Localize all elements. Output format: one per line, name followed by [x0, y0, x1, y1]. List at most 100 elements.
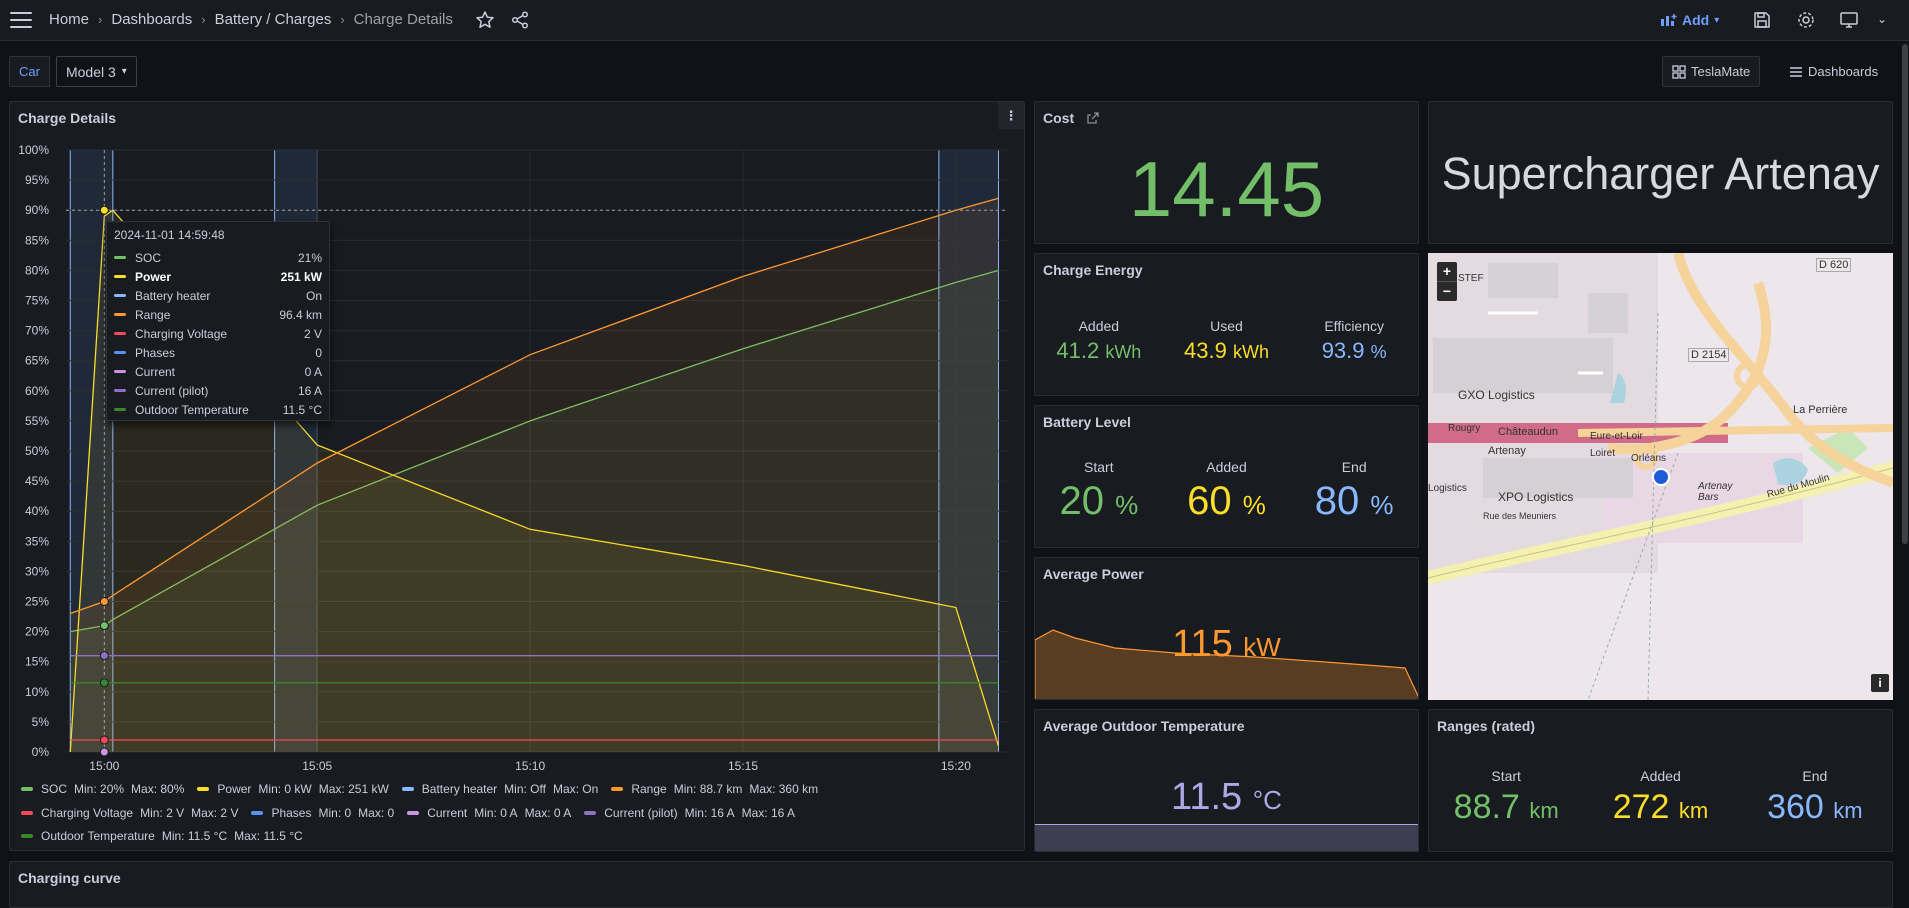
tooltip-series-name: SOC [135, 250, 162, 265]
teslamate-link[interactable]: TeslaMate [1662, 56, 1761, 87]
average-power-panel: Average Power 115 kW [1034, 557, 1419, 700]
series-swatch [114, 313, 126, 316]
energy-added-value: 41.2 [1056, 338, 1100, 363]
star-icon[interactable] [475, 10, 495, 30]
hover-point [99, 678, 109, 688]
legend-item[interactable]: Power Min: 0 kW Max: 251 kW [197, 782, 389, 796]
tooltip-series-value: 96.4 km [279, 307, 322, 322]
battery-start-value: 20 [1059, 479, 1104, 523]
y-tick-label: 20% [25, 625, 49, 639]
stat-label: Added [1206, 459, 1247, 475]
legend-max: Max: 80% [131, 782, 185, 796]
stat-label: Used [1210, 318, 1243, 334]
legend-item[interactable]: SOC Min: 20% Max: 80% [21, 782, 184, 796]
map-label: D 620 [1816, 258, 1852, 272]
legend-min: Min: 0 kW [258, 782, 312, 796]
tooltip-series-value: 11.5 °C [282, 402, 322, 417]
location-map[interactable]: + − i D 620 STEF D 2154 GXO Logistics Ro… [1428, 253, 1893, 700]
legend-item[interactable]: Range Min: 88.7 km Max: 360 km [611, 782, 818, 796]
energy-used-value: 43.9 [1184, 338, 1227, 363]
legend-swatch [251, 811, 264, 815]
series-swatch [114, 370, 126, 373]
external-link-icon[interactable] [1086, 111, 1100, 125]
legend-min: Min: 20% [74, 782, 125, 796]
legend-item[interactable]: Charging Voltage Min: 2 V Max: 2 V [21, 806, 238, 820]
legend-series-name: Current (pilot) [604, 806, 678, 820]
tooltip-row: Phases 0 [114, 343, 322, 362]
y-tick-label: 60% [25, 384, 49, 398]
charging-curve-panel: Charging curve [9, 861, 1893, 908]
series-swatch [114, 256, 126, 259]
scrollbar-thumb[interactable] [1902, 44, 1908, 544]
stat-label: Start [1491, 768, 1521, 784]
legend-item[interactable]: Phases Min: 0 Max: 0 [251, 806, 394, 820]
legend-max: Max: 11.5 °C [234, 829, 303, 843]
map-label: Orléans [1631, 453, 1667, 464]
car-variable-value: Model 3 [65, 63, 116, 80]
stat-label: Added [1078, 318, 1120, 334]
y-tick-label: 70% [25, 324, 49, 338]
zoom-in-button[interactable]: + [1442, 263, 1452, 279]
y-tick-label: 10% [25, 685, 49, 699]
charge-details-chart[interactable]: 0% 5% 10% 15% 20% 25% 30% 35% 40% 45% 50% 55% 60% 65%… [0, 0, 1030, 780]
list-icon [1790, 66, 1802, 77]
zoom-out-button[interactable]: − [1437, 281, 1457, 301]
chart-legend-row-1: SOC Min: 20% Max: 80% Power Min: 0 kW Max: 25… [21, 780, 831, 796]
share-icon[interactable] [510, 10, 530, 30]
top-navbar: Home › Dashboards › Battery / Charges › … [0, 0, 1909, 41]
add-panel-icon [1661, 14, 1677, 26]
legend-swatch [407, 811, 420, 815]
stat-label: Start [1084, 459, 1114, 475]
menu-icon[interactable] [10, 12, 32, 28]
legend-item[interactable]: Battery heater Min: Off Max: On [401, 782, 598, 796]
legend-series-name: Outdoor Temperature [41, 829, 155, 843]
series-area [70, 210, 999, 752]
breadcrumb: Home › Dashboards › Battery / Charges › … [49, 11, 453, 28]
x-tick-label: 15:20 [941, 759, 971, 773]
breadcrumb-dashboards[interactable]: Dashboards [111, 11, 193, 28]
add-button[interactable]: Add ▾ [1660, 9, 1719, 31]
dashboards-link[interactable]: Dashboards [1780, 56, 1887, 87]
breadcrumb-home[interactable]: Home [49, 11, 90, 28]
unit: km [1833, 798, 1863, 823]
y-tick-label: 35% [25, 534, 49, 548]
gear-icon[interactable] [1796, 10, 1816, 30]
map-label: GXO Logistics [1458, 388, 1535, 402]
location-name: Supercharger Artenay [1441, 148, 1880, 199]
car-variable-select[interactable]: Model 3 ▾ [55, 56, 137, 87]
legend-max: Max: 0 [358, 806, 395, 820]
map-label: Rougry [1448, 423, 1481, 434]
panel-title: Cost [1043, 110, 1100, 126]
y-tick-label: 75% [25, 294, 49, 308]
y-tick-label: 30% [25, 564, 49, 578]
legend-item[interactable]: Current Min: 0 A Max: 0 A [407, 806, 571, 820]
monitor-icon[interactable] [1839, 10, 1859, 30]
map-zoom-controls: + − [1437, 262, 1457, 301]
legend-min: Min: 16 A [684, 806, 735, 820]
y-tick-label: 65% [25, 354, 49, 368]
unit: % [1115, 490, 1139, 520]
legend-max: Max: 251 kW [318, 782, 389, 796]
save-icon[interactable] [1752, 10, 1772, 30]
map-info-button[interactable]: i [1871, 674, 1889, 692]
breadcrumb-folder[interactable]: Battery / Charges [214, 11, 332, 28]
chevron-down-icon[interactable]: ⌄ [1877, 12, 1888, 26]
legend-item[interactable]: Outdoor Temperature Min: 11.5 °C Max: 11.5… [21, 829, 303, 843]
stat-label: Added [1640, 768, 1681, 784]
map-label: Artenay Bars [1698, 481, 1733, 503]
chevron-right-icon: › [98, 12, 103, 27]
legend-swatch [21, 834, 33, 838]
map-label: D 2154 [1688, 348, 1730, 362]
average-temperature-sparkline [1035, 824, 1418, 851]
tooltip-series-value: On [305, 288, 322, 303]
panel-menu-icon[interactable]: ⋮ [998, 102, 1024, 129]
breadcrumb-current: Charge Details [353, 11, 453, 28]
legend-swatch [21, 787, 33, 791]
legend-item[interactable]: Current (pilot) Min: 16 A Max: 16 A [584, 806, 795, 820]
tooltip-series-value: 21% [297, 250, 322, 265]
x-tick-label: 15:05 [302, 759, 332, 773]
car-variable-label: Car [9, 56, 50, 87]
y-tick-label: 15% [25, 655, 49, 669]
unit: % [1370, 342, 1387, 362]
legend-series-name: Range [631, 782, 667, 796]
